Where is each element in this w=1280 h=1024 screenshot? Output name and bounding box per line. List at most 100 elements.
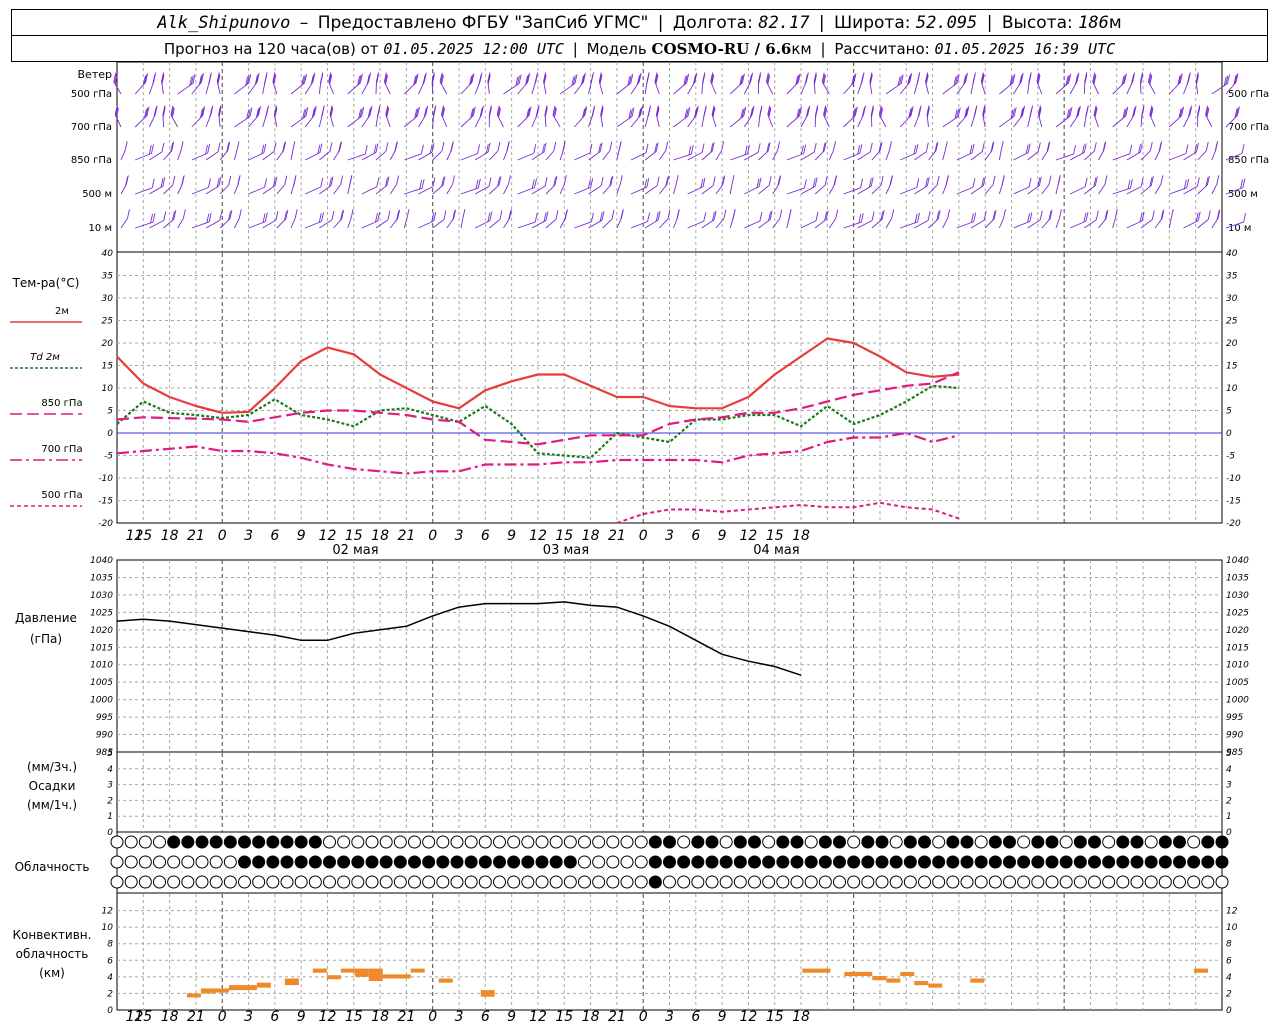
wind-barb-feather	[769, 210, 773, 220]
wind-barb-feather	[535, 108, 539, 118]
wind-barb	[460, 187, 479, 195]
wind-barb-feather	[126, 209, 130, 219]
x-tick-label: 6	[270, 528, 279, 544]
wind-barb	[687, 152, 703, 161]
wind-barb-feather	[600, 106, 604, 116]
wind-barb-feather	[238, 209, 242, 219]
cloud-cover-symbol	[932, 835, 946, 849]
wind-barb-feather	[871, 211, 875, 221]
wind-barb	[786, 82, 799, 95]
wind-barb	[942, 116, 959, 128]
y-tick-label: 10	[1226, 384, 1238, 394]
wind-barb-feather	[599, 212, 603, 222]
cloud-cover-symbol	[238, 855, 251, 869]
wind-barb	[1211, 150, 1217, 161]
x-tick-label: 18	[371, 528, 389, 544]
cloud-cover-symbol	[365, 875, 379, 889]
wind-barb-feather	[861, 108, 865, 118]
wind-barb-feather	[983, 210, 987, 221]
convective-bar	[312, 968, 327, 973]
wind-barb-feather	[1179, 73, 1183, 83]
wind-barb-feather	[1048, 175, 1052, 185]
cloud-cover-symbol	[974, 875, 988, 889]
x-tick-label: 15	[766, 528, 784, 544]
wind-barb-feather	[637, 74, 641, 84]
wind-barb	[710, 81, 717, 95]
cloud-cover-symbol	[408, 875, 421, 889]
wind-barb-feather	[151, 178, 155, 188]
wind-barb-feather	[385, 75, 389, 85]
wind-barb-feather	[590, 178, 594, 188]
wind-barb-feather	[598, 72, 602, 82]
wind-barb	[113, 81, 122, 95]
wind-barb	[234, 82, 250, 95]
wind-barb-feather	[339, 141, 343, 151]
wind-barb	[177, 150, 182, 161]
wind-barb	[1126, 186, 1142, 195]
cloud-cover-symbol	[663, 855, 676, 869]
wind-barb-feather	[284, 211, 288, 221]
wind-barb-feather	[694, 72, 698, 82]
wind-barb	[441, 114, 448, 128]
wind-barb-feather	[385, 177, 388, 187]
x-tick-label: 3	[665, 1009, 674, 1024]
wind-barb-feather	[321, 108, 325, 118]
wind-barb	[163, 184, 174, 195]
wind-barb-feather	[1235, 107, 1239, 117]
cloud-cover-symbol	[677, 875, 691, 889]
wind-barb-feather	[433, 211, 437, 221]
temp-series-line	[116, 337, 959, 414]
wind-barb	[517, 115, 530, 128]
wind-level-label: 10 м	[89, 223, 112, 234]
cloud-cover-symbol	[1017, 835, 1031, 849]
wind-barb	[843, 152, 861, 161]
wind-barb	[928, 218, 939, 229]
y-tick-label: 25	[1226, 317, 1238, 327]
wind-barb-feather	[711, 142, 715, 152]
y-tick-label: 0	[107, 828, 113, 838]
wind-barb-feather	[1178, 109, 1182, 119]
wind-barb	[1013, 186, 1030, 195]
wind-barb-feather	[1092, 72, 1096, 82]
wind-barb-feather	[283, 141, 287, 151]
wind-barb	[290, 218, 296, 229]
x-tick-label: 6	[481, 528, 490, 544]
cloud-cover-symbol	[294, 855, 308, 869]
wind-barb-feather	[710, 72, 714, 82]
wind-barb-feather	[471, 107, 475, 117]
cloud-cover-symbol	[422, 835, 436, 849]
wind-barb-feather	[1037, 177, 1041, 187]
wind-barb-feather	[414, 109, 418, 119]
wind-barb-feather	[703, 108, 707, 118]
wind-barb	[1013, 152, 1029, 161]
wind-barb-feather	[1094, 108, 1098, 118]
station-name: Alk_Shipunovo	[157, 13, 291, 33]
wind-barb-feather	[1019, 74, 1023, 84]
wind-barb-feather	[255, 108, 259, 118]
wind-barb	[871, 184, 882, 195]
cloud-cover-symbol	[634, 875, 648, 889]
wind-barb-feather	[245, 76, 249, 86]
wind-barb-feather	[534, 178, 537, 188]
wind-barb-feather	[181, 176, 185, 186]
wind-barb	[361, 220, 378, 229]
wind-barb-feather	[1132, 107, 1136, 117]
wind-barb	[900, 221, 918, 229]
wind-barb	[1055, 218, 1060, 229]
wind-barb-feather	[1114, 209, 1118, 219]
wind-barb-feather	[441, 141, 445, 152]
wind-barb-feather	[1197, 211, 1201, 221]
wind-barb-feather	[712, 211, 715, 222]
wind-barb-feather	[1029, 212, 1033, 222]
wind-barb-feather	[581, 75, 584, 85]
wind-barb-feather	[189, 76, 193, 86]
wind-barb-feather	[377, 108, 380, 118]
wind-barb-feather	[1138, 144, 1141, 154]
wind-barb-feather	[1205, 105, 1208, 115]
wind-barb-feather	[1186, 75, 1190, 85]
cloud-cover-symbol	[762, 835, 776, 849]
wind-barb-feather	[1149, 106, 1153, 117]
cloud-cover-symbol	[719, 875, 733, 889]
wind-barb	[800, 220, 817, 229]
wind-barb-feather	[553, 177, 557, 187]
